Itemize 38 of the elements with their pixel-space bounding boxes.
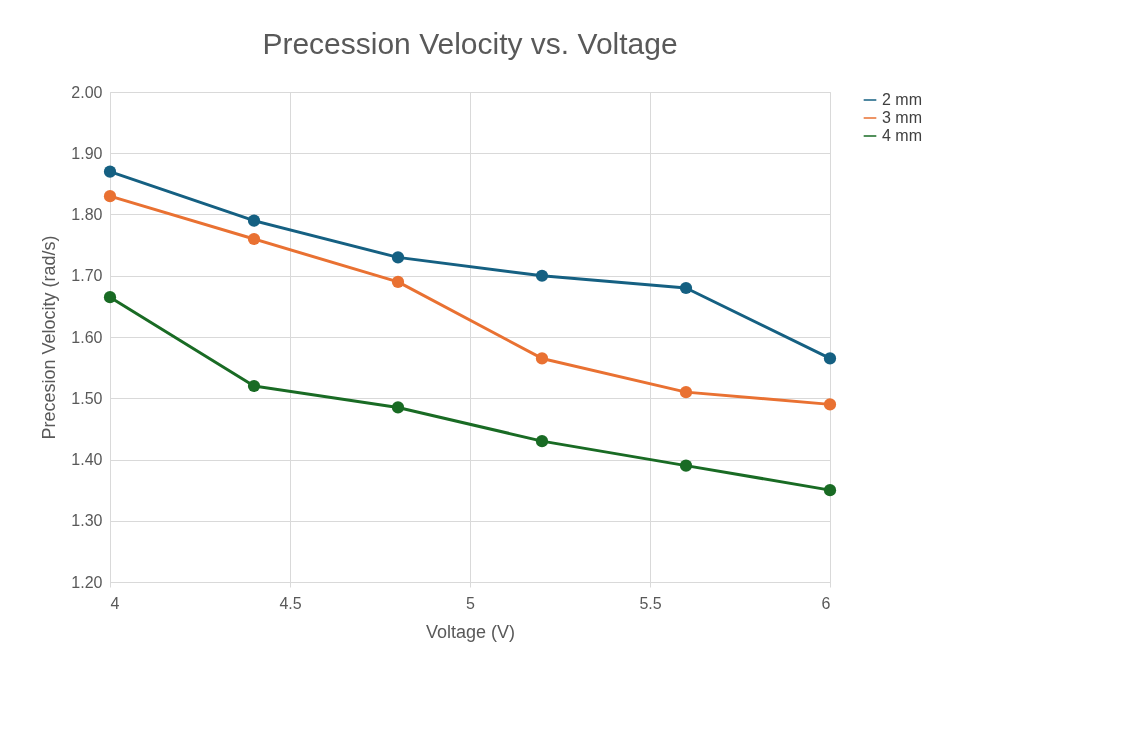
legend-label: 4 mm	[882, 127, 922, 144]
point	[391, 251, 405, 264]
chart-title: Precession Velocity vs. Voltage	[262, 27, 678, 60]
y-tick-label: 1.20	[71, 573, 103, 591]
legend-label: 2 mm	[882, 91, 922, 108]
point	[823, 398, 837, 411]
point	[391, 275, 405, 288]
point	[679, 459, 693, 472]
point	[247, 214, 261, 227]
point	[103, 190, 117, 203]
point	[679, 386, 693, 399]
point	[679, 281, 693, 295]
point	[247, 379, 261, 393]
legend-label: 3 mm	[882, 109, 922, 126]
y-tick-label: 1.70	[71, 267, 103, 285]
x-tick-label: 6	[821, 594, 831, 612]
point	[535, 435, 549, 448]
y-tick-label: 1.60	[71, 328, 103, 346]
y-tick-label: 1.80	[71, 206, 103, 223]
point	[823, 352, 837, 365]
x-tick-label: 5	[466, 594, 476, 612]
y-tick-label: 2.00	[71, 83, 103, 101]
x-tick-label: 5.5	[639, 594, 662, 612]
point	[391, 401, 405, 414]
y-tick-label: 1.90	[71, 144, 103, 162]
y-axis-title: Precesion Velocity (rad/s)	[39, 235, 60, 440]
x-axis-title: Voltage (V)	[425, 621, 516, 642]
point	[247, 232, 261, 246]
point	[103, 165, 117, 178]
point	[823, 484, 837, 497]
point	[535, 269, 549, 282]
point	[535, 352, 549, 365]
point	[103, 291, 117, 304]
x-tick-label: 4	[110, 594, 120, 612]
y-tick-label: 1.40	[71, 451, 103, 468]
y-tick-label: 1.50	[71, 389, 103, 407]
x-tick-label: 4.5	[279, 594, 302, 612]
y-tick-label: 1.30	[71, 512, 103, 530]
